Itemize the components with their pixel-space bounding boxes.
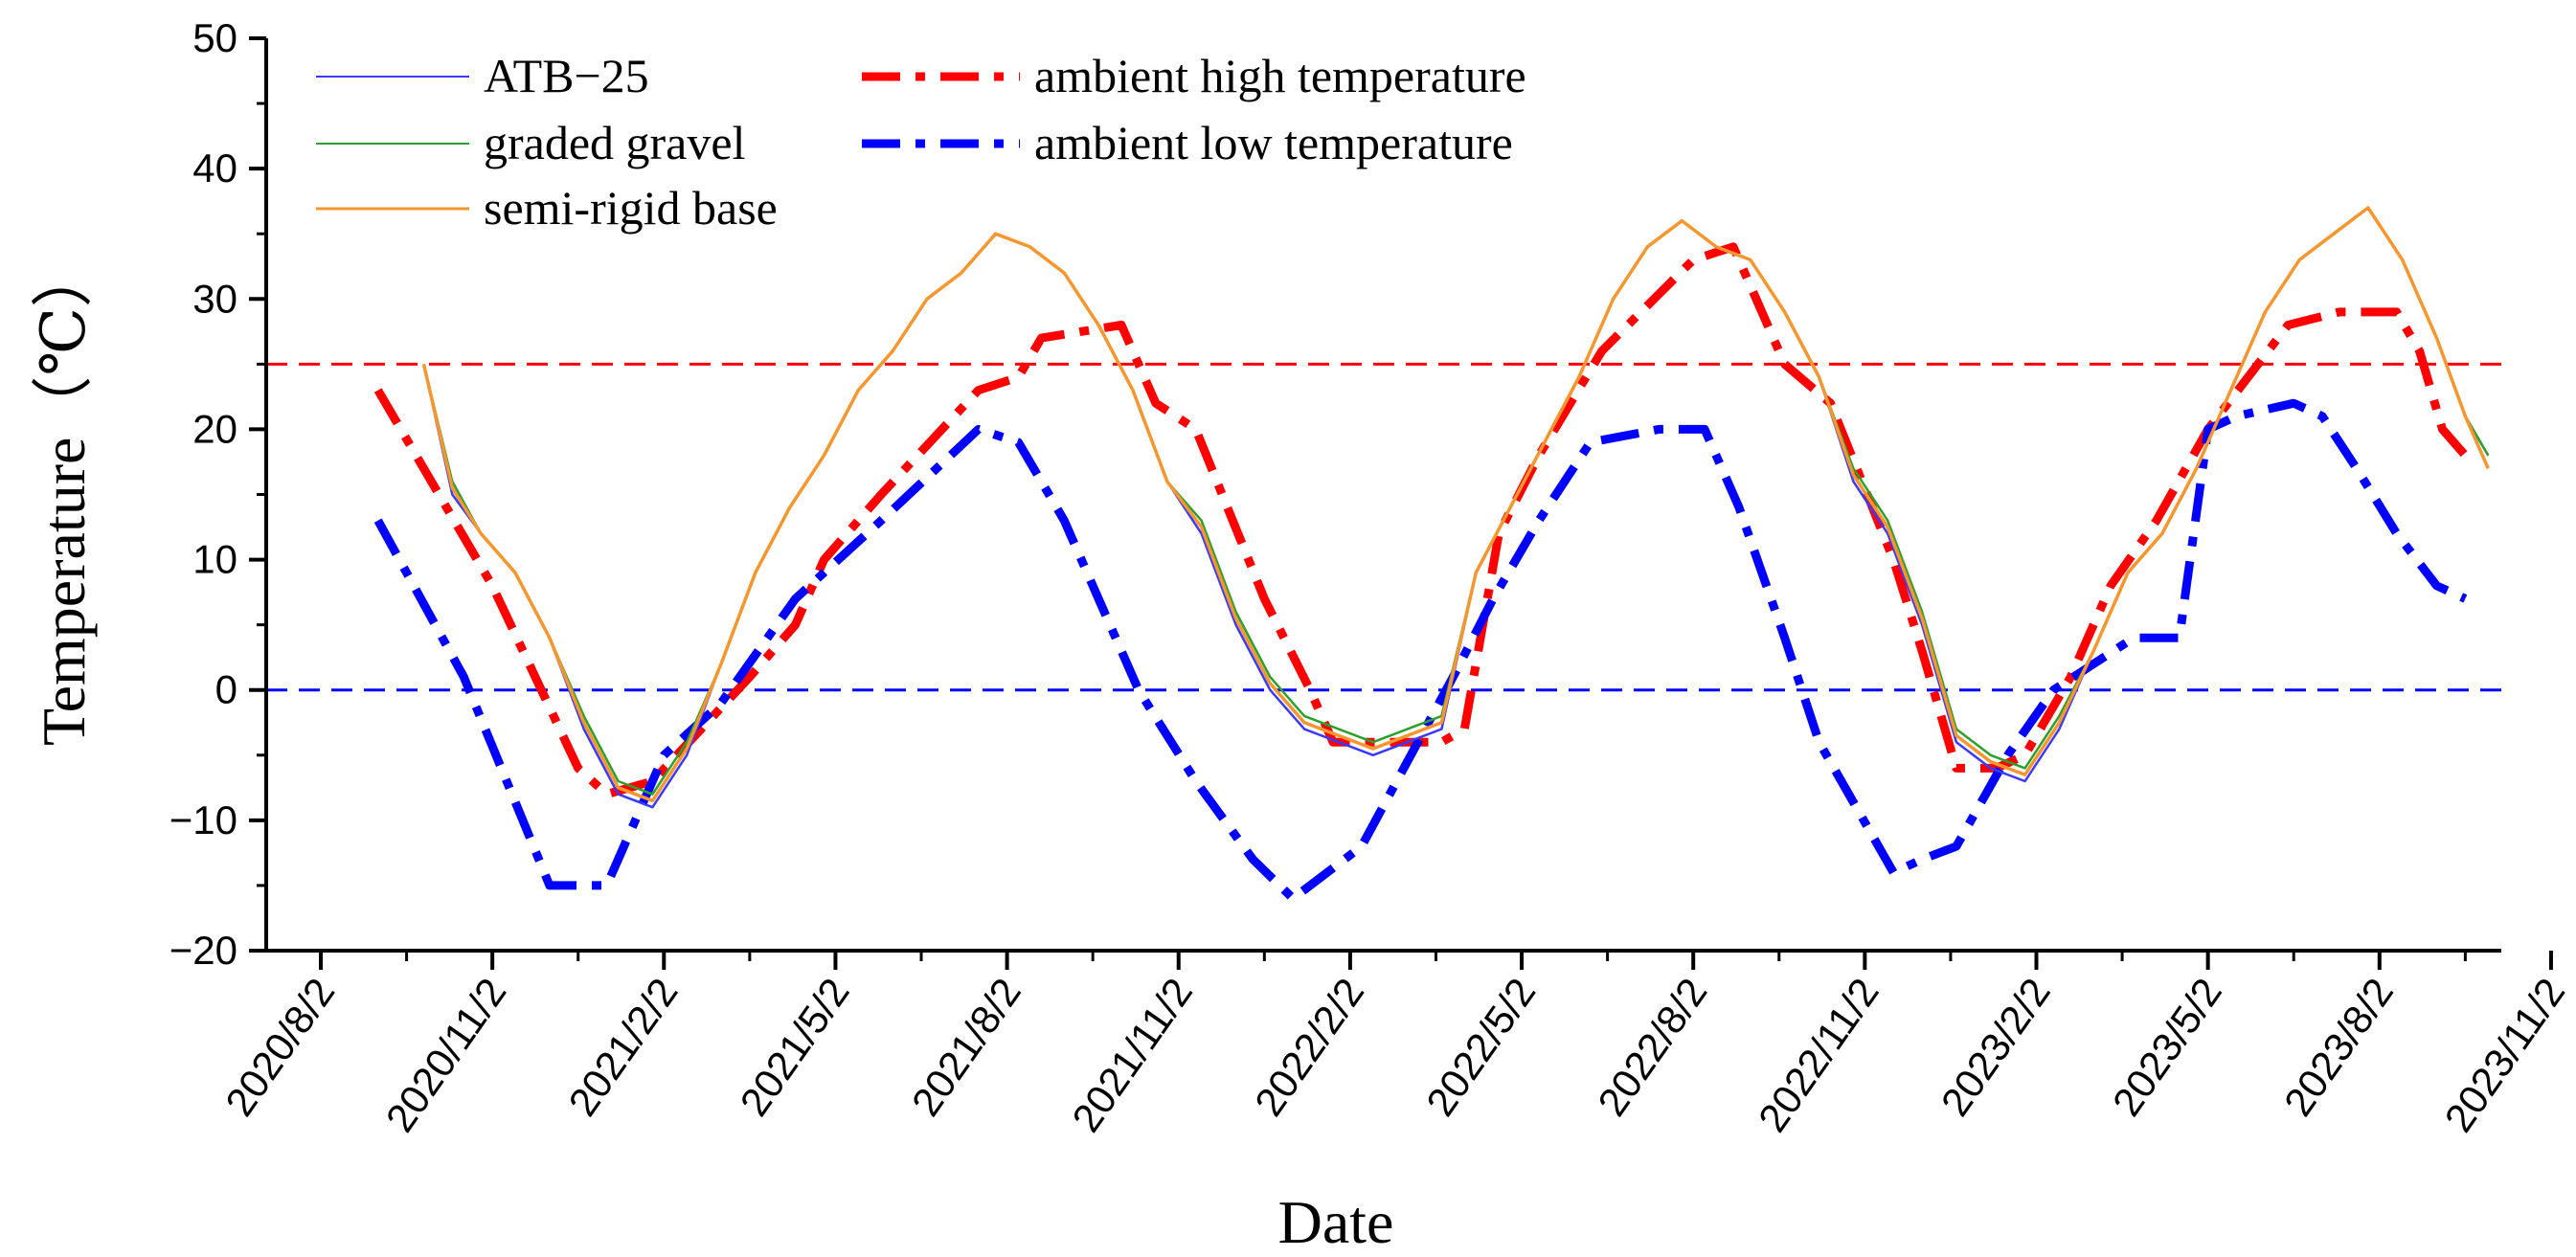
y-tick-label: 30 — [192, 276, 237, 321]
x-tick-label: 2021/5/2 — [732, 970, 858, 1124]
x-tick-label: 2021/11/2 — [1063, 970, 1201, 1139]
x-tick-label: 2023/2/2 — [1932, 970, 2059, 1124]
x-tick-label: 2023/5/2 — [2104, 970, 2230, 1124]
y-tick-label: −10 — [169, 797, 237, 842]
x-tick-label: 2022/8/2 — [1589, 970, 1715, 1124]
legend-label-low: ambient low temperature — [1034, 116, 1513, 169]
y-tick-label: 20 — [192, 406, 237, 451]
x-tick-label: 2021/2/2 — [559, 970, 686, 1124]
y-tick-label: 10 — [192, 537, 237, 582]
x-tick-label: 2021/8/2 — [903, 970, 1029, 1124]
reference-lines — [266, 362, 2501, 692]
x-ticks: 2020/8/2 2020/11/2 2021/2/2 2021/5/2 2021/8/… — [216, 951, 2573, 1140]
legend-label-high: ambient high temperature — [1034, 49, 1526, 102]
x-axis-title: Date — [1278, 1188, 1394, 1256]
series-atb — [422, 206, 2490, 809]
y-tick-label: 40 — [192, 146, 237, 191]
legend-label-gravel: graded gravel — [484, 116, 745, 169]
x-tick-label: 2020/11/2 — [377, 970, 515, 1139]
x-tick-label: 2023/8/2 — [2275, 970, 2402, 1124]
x-tick-label: 2022/2/2 — [1246, 970, 1372, 1124]
series-high — [373, 242, 2469, 799]
y-axis-title: Temperature（℃） — [30, 246, 98, 746]
x-tick-label: 2023/11/2 — [2435, 970, 2573, 1139]
series-layer — [373, 206, 2490, 903]
legend-label-semirigid: semi-rigid base — [484, 181, 778, 235]
legend-label-atb: ATB−25 — [484, 49, 649, 102]
x-tick-label: 2020/8/2 — [216, 970, 343, 1124]
y-tick-label: 50 — [192, 15, 237, 60]
legend: ATB−25 graded gravel semi-rigid base amb… — [316, 49, 1526, 235]
series-semirigid — [421, 206, 2490, 803]
series-low — [373, 398, 2468, 903]
y-tick-label: −20 — [169, 928, 237, 973]
y-ticks: −20 −10 0 10 20 30 40 50 — [169, 15, 266, 973]
x-tick-label: 2022/11/2 — [1750, 970, 1887, 1139]
y-tick-label: 0 — [215, 667, 237, 712]
x-tick-label: 2022/5/2 — [1417, 970, 1544, 1124]
